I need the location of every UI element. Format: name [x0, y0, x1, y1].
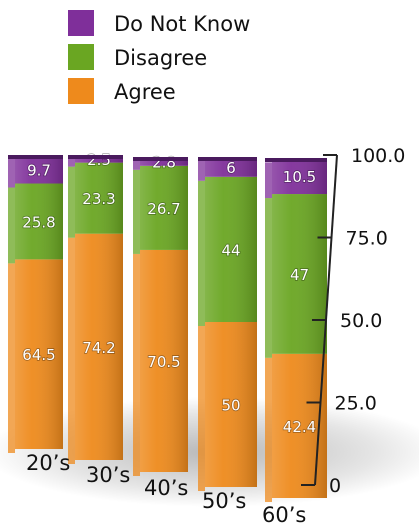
category-label-60-s: 60’s [262, 503, 306, 527]
legend-swatch-agree [68, 78, 94, 104]
segment-60-s-disagree-shading [272, 194, 327, 354]
segment-20-s-agree-shading [15, 259, 63, 449]
value-label-60-s-disagree: 47 [290, 266, 309, 284]
segment-60-s-disagree-side [265, 198, 272, 358]
value-label-30-s-do-not-know: 2.5 [87, 151, 111, 169]
value-label-20-s-do-not-know: 9.7 [27, 161, 51, 179]
bar-cap-50-s [198, 157, 257, 161]
bar-cap-60-s [265, 158, 327, 162]
legend-label-do-not-know: Do Not Know [114, 12, 250, 36]
segment-50-s-do-not-know-shading [205, 157, 257, 177]
x-axis-labels: 20’s 30’s 40’s 50’s 60’s [26, 451, 306, 527]
value-label-20-s-agree: 64.5 [22, 346, 55, 364]
category-label-30-s: 30’s [86, 463, 130, 487]
segment-30-s-disagree-side [68, 166, 75, 238]
legend-label-agree: Agree [114, 80, 176, 104]
segment-60-s-do-not-know-side [265, 162, 272, 199]
bar-cap-20-s [8, 155, 63, 159]
segment-20-s-do-not-know-shading [15, 155, 63, 184]
segment-60-s-do-not-know-shading [272, 158, 327, 195]
value-label-60-s-agree: 42.4 [283, 418, 316, 436]
value-label-50-s-agree: 50 [221, 397, 240, 415]
y-tick-label-0: 0 [329, 475, 341, 497]
segment-40-s-agree-shading [140, 249, 188, 472]
category-label-50-s: 50’s [202, 489, 246, 513]
segment-40-s-disagree-shading [140, 165, 188, 250]
value-label-40-s-do-not-know: 2.8 [152, 153, 176, 171]
segment-50-s-agree-side [198, 326, 205, 491]
segment-20-s-agree-side [8, 263, 15, 453]
bar-50-s: 50 44 6 [198, 157, 257, 491]
value-label-40-s-agree: 70.5 [147, 353, 180, 371]
bar-30-s: 74.2 23.3 2.5 [68, 150, 123, 464]
legend-label-disagree: Disagree [114, 46, 207, 70]
legend-swatch-disagree [68, 44, 94, 70]
segment-50-s-do-not-know-side [198, 161, 205, 181]
value-label-40-s-disagree: 26.7 [147, 200, 180, 218]
segment-60-s-agree-side [265, 357, 272, 502]
segment-20-s-disagree-side [8, 187, 15, 264]
value-label-30-s-disagree: 23.3 [82, 190, 115, 208]
value-label-30-s-agree: 74.2 [82, 339, 115, 357]
segment-50-s-disagree-side [198, 180, 205, 326]
legend: Do Not Know Disagree Agree [68, 10, 250, 104]
segment-40-s-do-not-know-shading [140, 157, 188, 166]
value-label-20-s-disagree: 25.8 [22, 213, 55, 231]
segment-60-s-agree-shading [272, 353, 327, 498]
segment-50-s-disagree-shading [205, 176, 257, 322]
segment-30-s-agree-side [68, 237, 75, 464]
segment-30-s-disagree-shading [75, 162, 123, 234]
category-label-20-s: 20’s [26, 451, 70, 475]
y-tick-label-50-0: 50.0 [340, 310, 382, 332]
value-label-60-s-do-not-know: 10.5 [283, 168, 316, 186]
legend-swatch-do-not-know [68, 10, 94, 36]
value-label-50-s-do-not-know: 6 [226, 159, 236, 177]
y-tick-label-100-0: 100.0 [351, 145, 405, 167]
y-tick-label-75-0: 75.0 [346, 228, 388, 250]
bar-40-s: 70.5 26.7 2.8 [133, 153, 188, 476]
bar-20-s: 64.5 25.8 9.7 [8, 155, 63, 453]
category-label-40-s: 40’s [144, 476, 188, 500]
y-axis: 0 25.0 50.0 75.0 100.0 [301, 145, 405, 497]
bars: 64.5 25.8 9.7 74.2 23.3 2.5 70.5 26.7 2.8 50 44 6 42… [8, 150, 327, 502]
y-tick-label-25-0: 25.0 [335, 393, 377, 415]
segment-50-s-agree-shading [205, 322, 257, 487]
bar-60-s: 42.4 47 10.5 [265, 158, 327, 502]
segment-40-s-agree-side [133, 253, 140, 476]
value-label-50-s-disagree: 44 [221, 241, 240, 259]
segment-40-s-disagree-side [133, 169, 140, 254]
bar-cap-40-s [133, 157, 188, 161]
segment-30-s-agree-shading [75, 233, 123, 460]
segment-40-s-do-not-know-side [133, 161, 140, 170]
bar-cap-30-s [68, 155, 123, 159]
segment-20-s-do-not-know-side [8, 159, 15, 188]
segment-30-s-do-not-know-side [68, 159, 75, 167]
segment-20-s-disagree-shading [15, 183, 63, 260]
